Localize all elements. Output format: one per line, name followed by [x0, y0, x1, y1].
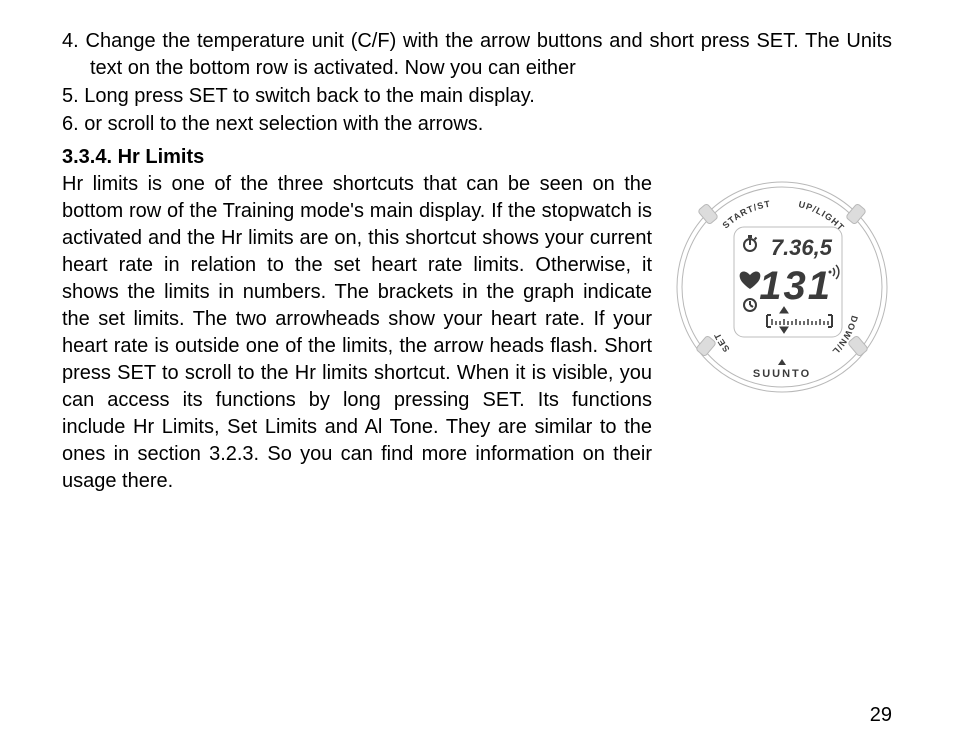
list-item-text: Long press SET to switch back to the mai…	[84, 85, 535, 107]
list-item: 6. or scroll to the next selection with …	[62, 111, 892, 138]
list-item-number: 4.	[62, 30, 79, 52]
list-item-number: 5.	[62, 85, 79, 107]
section-title: 3.3.4. Hr Limits	[62, 146, 892, 169]
section-hr-limits: 3.3.4. Hr Limits Hr limits is one of the…	[62, 146, 892, 495]
list-item-text: or scroll to the next selection with the…	[84, 113, 483, 135]
list-item: 5. Long press SET to switch back to the …	[62, 83, 892, 110]
list-item: 4. Change the temperature unit (C/F) wit…	[62, 28, 892, 82]
list-item-text: Change the temperature unit (C/F) with t…	[86, 30, 892, 79]
list-item-number: 6.	[62, 113, 79, 135]
watch-svg: START/STOP UP/LIGHT SET DOWN/LAP SUUNTO	[672, 177, 892, 399]
brand-label: SUUNTO	[753, 368, 811, 380]
display-top-value: 7.36,5	[771, 235, 833, 260]
display-main-value: 131	[759, 264, 832, 308]
page-number: 29	[870, 704, 892, 727]
section-body: Hr limits is one of the three shortcuts …	[62, 171, 672, 495]
instruction-list: 4. Change the temperature unit (C/F) wit…	[62, 28, 892, 138]
watch-illustration: START/STOP UP/LIGHT SET DOWN/LAP SUUNTO	[672, 177, 892, 399]
